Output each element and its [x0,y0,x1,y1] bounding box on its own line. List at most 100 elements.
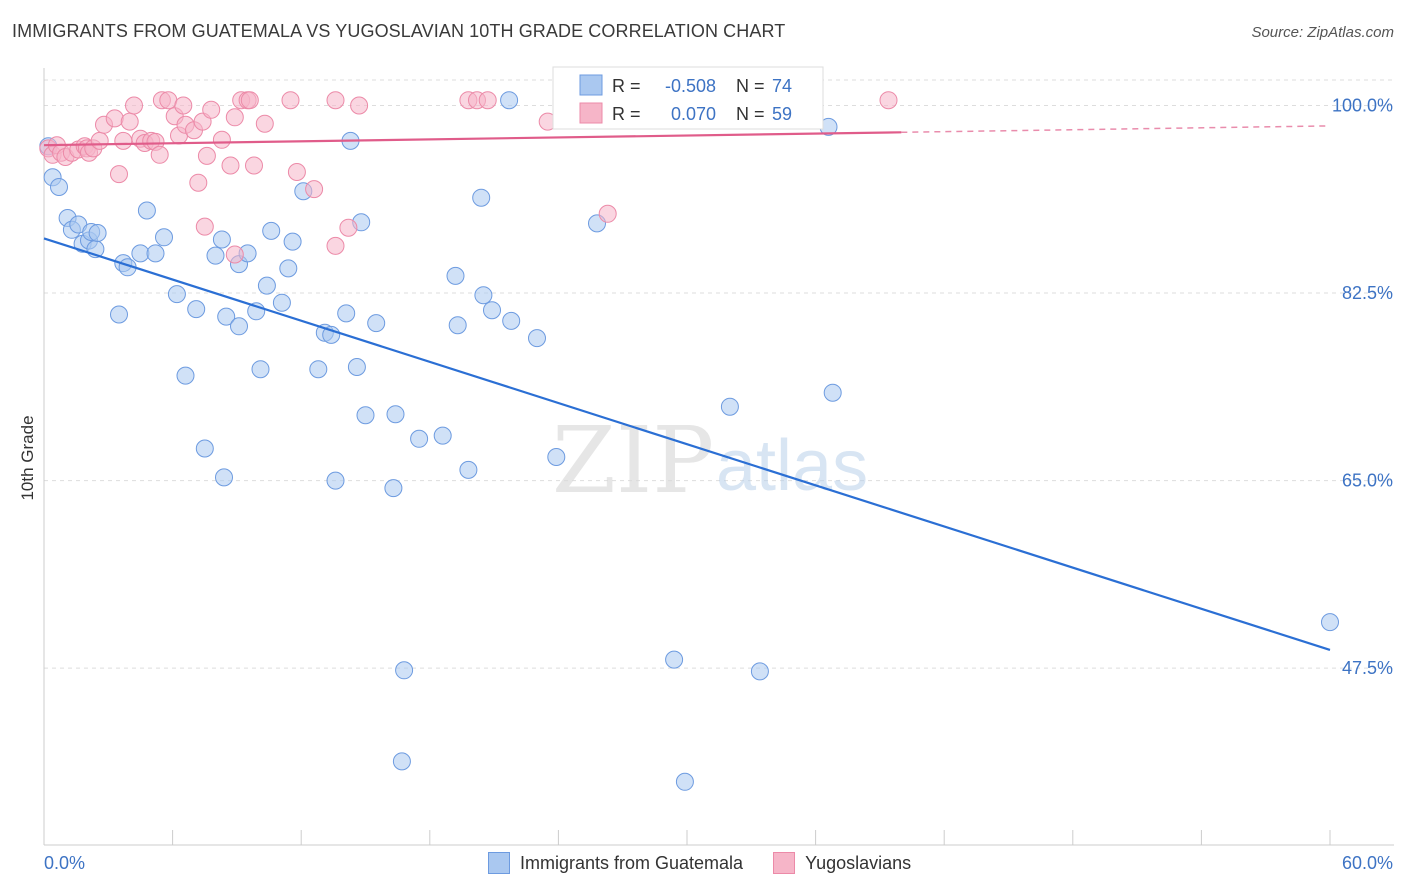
data-point-yugoslavian [225,245,244,264]
data-point-guatemala [665,650,684,669]
data-point-guatemala [459,460,478,479]
data-point-guatemala [750,662,769,681]
data-point-guatemala [448,316,467,335]
data-point-guatemala [230,317,248,336]
x-tick-labels: 0.0% 60.0% [43,830,1393,873]
data-point-yugoslavian [202,100,221,119]
data-point-yugoslavian [114,131,133,150]
y-tick-label: 65.0% [1342,471,1393,491]
y-tick-label: 47.5% [1342,658,1393,678]
data-point-yugoslavian [281,91,300,110]
chart-title: IMMIGRANTS FROM GUATEMALA VS YUGOSLAVIAN… [12,21,786,41]
legend-swatch-blue [488,852,510,874]
y-tick-label: 82.5% [1342,283,1393,303]
data-point-yugoslavian [105,109,124,128]
data-point-guatemala [50,178,68,196]
data-point-yugoslavian [326,236,345,255]
stats-n-value-blue: 74 [772,76,792,96]
x-tick-label: 60.0% [1342,853,1393,873]
data-point-yugoslavian [197,146,216,165]
data-point-yugoslavian [195,217,214,236]
data-point-guatemala [131,244,150,263]
data-point-yugoslavian [174,96,193,115]
data-point-guatemala [212,230,231,249]
data-point-guatemala [206,246,225,265]
data-point-guatemala [217,307,236,326]
legend-item-guatemala[interactable]: Immigrants from Guatemala [488,852,743,874]
data-point-guatemala [195,439,214,458]
data-point-yugoslavian [598,204,617,223]
data-point-guatemala [547,448,566,466]
chart-legend: Immigrants from Guatemala Yugoslavians [488,852,941,874]
data-point-yugoslavian [879,91,898,110]
data-point-guatemala [474,286,493,305]
data-point-guatemala [1321,613,1339,632]
data-point-yugoslavian [212,130,231,149]
data-point-guatemala [279,259,298,278]
data-point-yugoslavian [255,114,274,133]
data-point-yugoslavian [305,180,324,199]
data-point-yugoslavian [240,91,259,110]
data-point-guatemala [326,471,345,490]
data-point-guatemala [272,293,291,312]
data-point-guatemala [386,405,405,424]
watermark-zip: ZIP [552,407,714,514]
trendline-yugoslavian-extension [901,125,1331,134]
trendlines [43,125,1331,651]
data-point-guatemala [337,304,356,323]
data-point-yugoslavian [245,156,263,175]
stats-legend-box: R = -0.508 N = 74 R = 0.070 N = 59 [552,66,824,130]
data-point-guatemala [356,406,375,425]
data-point-guatemala [251,360,270,379]
stats-n-value-pink: 59 [772,104,792,124]
data-point-yugoslavian [189,173,208,192]
data-point-guatemala [176,366,195,385]
data-point-guatemala [146,244,165,263]
data-point-yugoslavian [326,91,345,110]
data-point-guatemala [472,188,491,207]
axes [43,68,1394,846]
stats-n-label-blue: N = [736,76,765,96]
data-point-guatemala [367,314,386,333]
data-point-yugoslavian [159,91,178,110]
data-point-yugoslavian [225,108,244,127]
stats-swatch-blue [579,74,603,96]
y-tick-label: 100.0% [1332,96,1393,116]
x-tick-label: 0.0% [44,853,85,873]
stats-r-value-pink: 0.070 [671,104,716,124]
stats-swatch-pink [579,102,603,124]
data-point-yugoslavian [120,112,139,131]
watermark: ZIP atlas [552,407,868,514]
data-point-yugoslavian [350,96,369,115]
data-point-guatemala [262,221,281,240]
legend-swatch-pink [773,852,796,874]
data-point-guatemala [257,276,276,295]
data-point-guatemala [283,232,302,251]
data-point-guatemala [137,201,156,220]
data-point-yugoslavian [221,156,240,175]
stats-r-label-pink: R = [612,104,641,124]
watermark-atlas: atlas [716,426,868,506]
data-point-guatemala [675,772,694,791]
data-point-yugoslavian [125,96,143,115]
data-point-guatemala [110,305,128,324]
y-axis-label: 10th Grade [18,415,37,500]
legend-item-yugoslavians[interactable]: Yugoslavians [773,852,911,874]
data-point-yugoslavian [339,218,358,237]
trendline-guatemala [43,237,1331,651]
data-point-yugoslavian [478,91,497,110]
data-point-guatemala [309,360,328,379]
data-point-yugoslavian [90,131,109,150]
source-label: Source: ZipAtlas.com [1251,24,1394,41]
data-point-guatemala [395,661,414,680]
data-point-guatemala [500,91,519,110]
stats-r-label-blue: R = [612,76,641,96]
data-point-yugoslavian [150,145,169,164]
data-point-yugoslavian [110,165,128,184]
data-point-guatemala [88,224,107,242]
trendline-yugoslavian [43,131,902,147]
data-point-yugoslavian [287,163,306,181]
stats-n-label-pink: N = [736,104,765,124]
data-point-guatemala [483,301,501,320]
